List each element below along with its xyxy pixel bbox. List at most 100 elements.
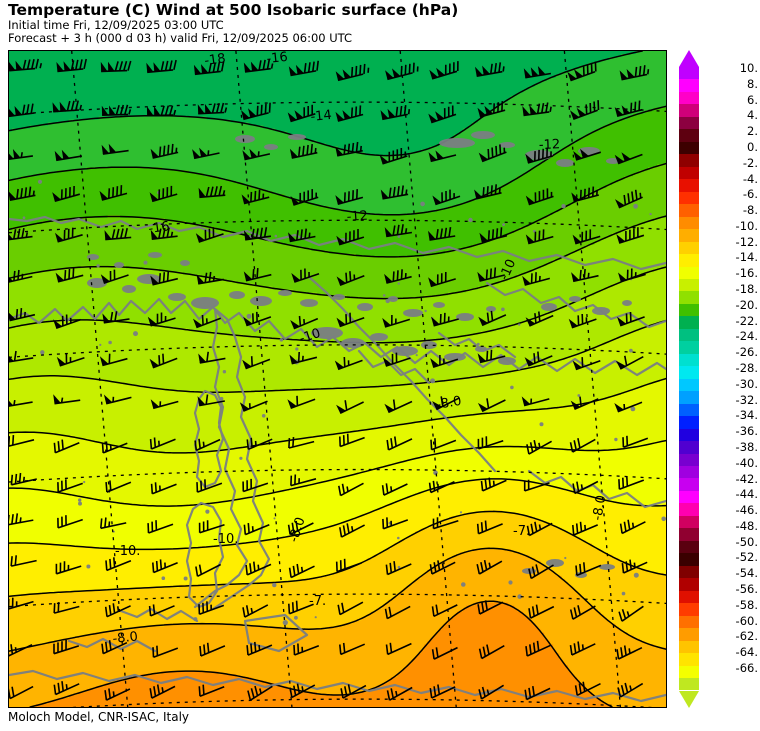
colorbar-tick-label: -26. (735, 345, 758, 360)
colorbar-cell (679, 378, 699, 392)
colorbar-tick-label: 6. (747, 92, 758, 107)
svg-text:-8.0: -8.0 (112, 629, 139, 647)
colorbar-cell (679, 129, 699, 142)
colorbar-cell (679, 553, 699, 566)
colorbar-cell (679, 216, 699, 230)
header-block: Temperature (C) Wind at 500 Isobaric sur… (8, 2, 708, 44)
colorbar-cell (679, 241, 699, 255)
forecast-valid-label: Forecast + 3 h (000 d 03 h) valid Fri, 1… (8, 30, 353, 45)
colorbar-cell (679, 229, 699, 242)
svg-text:-16: -16 (147, 219, 170, 237)
colorbar-cell (679, 490, 699, 504)
colorbar-tick-label: -34. (735, 408, 758, 423)
colorbar-cell (679, 266, 699, 279)
colorbar-cell (679, 615, 699, 629)
colorbar-cell (679, 91, 699, 105)
colorbar-cell (679, 104, 699, 117)
colorbar-tick-label: -38. (735, 439, 758, 454)
colorbar-tick-label: -20. (735, 297, 758, 312)
colorbar-tick-label: 10. (739, 61, 758, 75)
colorbar-over-arrow (679, 50, 699, 67)
colorbar-cell (679, 677, 699, 691)
colorbar-tick-label: -48. (735, 518, 758, 533)
svg-text:-7.: -7. (513, 524, 530, 539)
colorbar-tick-label: -56. (735, 582, 758, 597)
colorbar-tick-label: 0. (747, 139, 758, 154)
colorbar-tick-label: 8. (747, 76, 758, 91)
colorbar-cell (679, 665, 699, 678)
colorbar-cell (679, 116, 699, 130)
colorbar-cell (679, 166, 699, 180)
colorbar-tick-label: -6. (742, 187, 758, 202)
colorbar-tick-label: -28. (735, 361, 758, 375)
colorbar-tick-label: -4. (742, 171, 758, 186)
colorbar-tick-label: -22. (735, 313, 758, 328)
colorbar-strip (679, 67, 699, 691)
attribution-label: Moloch Model, CNR-ISAC, Italy (8, 710, 190, 724)
colorbar-tick-label: -18. (735, 282, 758, 297)
colorbar-cell (679, 403, 699, 417)
colorbar-cell (679, 366, 699, 379)
colorbar-tick-label: -16. (735, 266, 758, 281)
colorbar-cell (679, 191, 699, 205)
colorbar-cell (679, 328, 699, 342)
colorbar-cell (679, 179, 699, 192)
colorbar-tick-label: -66. (735, 661, 758, 675)
colorbar-cell (679, 653, 699, 666)
initial-time-label: Initial time Fri, 12/09/2025 03:00 UTC (8, 18, 224, 32)
colorbar-cell (679, 540, 699, 554)
colorbar-tick-label: -2. (742, 155, 758, 170)
colorbar-tick-label: -32. (735, 392, 758, 407)
colorbar-tick-label: 4. (747, 108, 758, 123)
svg-text:-8.0: -8.0 (590, 494, 609, 522)
colorbar-cell (679, 204, 699, 217)
colorbar-cell (679, 441, 699, 454)
map-panel[interactable]: -18 -16 -14 -12 -12 -10 -10 -8.0 -10. -10. -8.0 -7.… (8, 50, 667, 708)
colorbar-tick-label: -44. (735, 487, 758, 502)
svg-text:-14: -14 (310, 108, 333, 125)
colorbar-tick-label: -62. (735, 629, 758, 644)
colorbar-cell (679, 640, 699, 654)
colorbar-tick-label: -10. (735, 218, 758, 233)
colorbar-cell (679, 141, 699, 155)
colorbar-cell (679, 466, 699, 479)
colorbar-cell (679, 416, 699, 429)
colorbar-tick-label: -36. (735, 424, 758, 439)
svg-text:-12: -12 (346, 209, 368, 225)
colorbar-tick-label: -52. (735, 550, 758, 565)
colorbar-cell (679, 278, 699, 292)
colorbar-tick-label: -42. (735, 471, 758, 486)
colorbar-cell (679, 628, 699, 641)
colorbar-tick-label: -50. (735, 534, 758, 549)
colorbar-cell (679, 590, 699, 604)
colorbar-tick-labels: 10. 8. 6. 4. 2. 0. -2. -4. -6. -8. -10. -12. -14. -16… (704, 50, 758, 708)
colorbar-tick-label: -54. (735, 566, 758, 581)
colorbar-cell (679, 515, 699, 529)
colorbar-tick-label: -24. (735, 329, 758, 344)
colorbar-cell (679, 254, 699, 267)
colorbar-cell (679, 503, 699, 516)
colorbar-tick-label: -60. (735, 613, 758, 628)
colorbar-tick-label: -14. (735, 250, 758, 265)
svg-text:-10: -10 (298, 326, 323, 347)
svg-text:-16: -16 (266, 51, 289, 67)
colorbar-cell (679, 478, 699, 491)
colorbar-cell (679, 303, 699, 317)
colorbar-tick-label: -64. (735, 645, 758, 660)
colorbar-tick-label: -46. (735, 503, 758, 518)
svg-text:-8.0: -8.0 (287, 515, 309, 544)
colorbar-cell (679, 578, 699, 591)
colorbar-cell (679, 341, 699, 354)
colorbar-cell (679, 565, 699, 579)
colorbar-tick-label: -8. (742, 203, 758, 218)
map-canvas: -18 -16 -14 -12 -12 -10 -10 -8.0 -10. -10. -8.0 -7.… (9, 51, 666, 707)
colorbar-cell (679, 79, 699, 92)
colorbar-tick-label: -40. (735, 455, 758, 470)
colorbar-cell (679, 67, 699, 80)
colorbar-cell (679, 353, 699, 367)
colorbar-cell (679, 391, 699, 404)
colorbar-cell (679, 603, 699, 616)
colorbar-tick-label: -58. (735, 597, 758, 612)
colorbar (676, 50, 702, 708)
